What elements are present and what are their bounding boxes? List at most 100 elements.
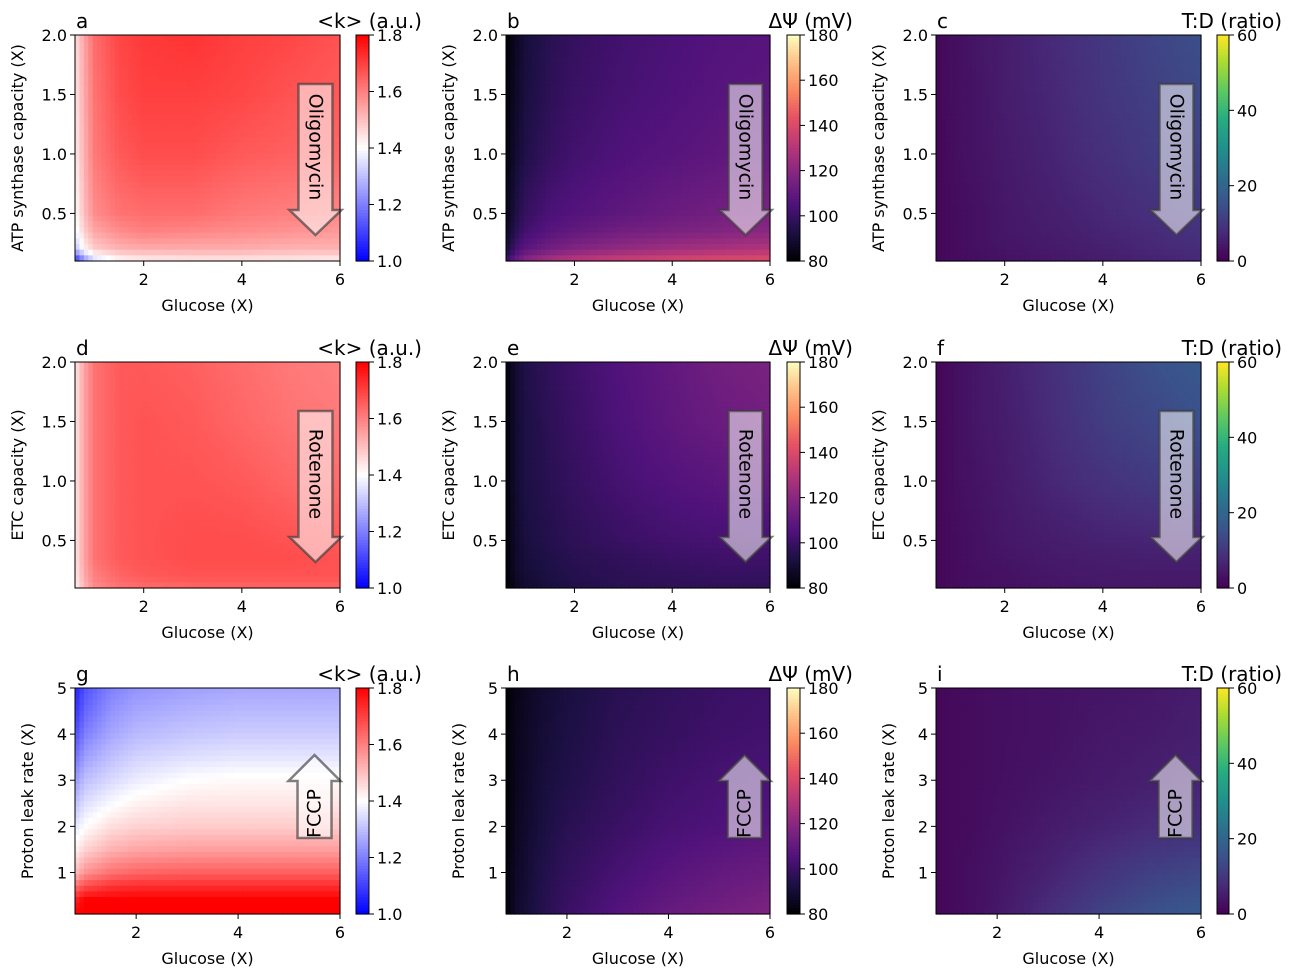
heatmap-cell: [589, 91, 595, 98]
heatmap-cell: [300, 74, 306, 81]
heatmap-cell: [291, 153, 297, 160]
heatmap-cell: [563, 181, 569, 189]
heatmap-cell: [282, 102, 288, 110]
heatmap-cell: [572, 85, 577, 93]
heatmap-cell: [220, 40, 226, 47]
heatmap-cell: [97, 249, 103, 256]
heatmap-cell: [242, 57, 248, 64]
heatmap-cell: [695, 119, 701, 126]
heatmap-cell: [75, 193, 81, 200]
heatmap-cell: [282, 244, 288, 251]
heatmap-cell: [620, 46, 626, 53]
heatmap-cell: [114, 221, 120, 228]
heatmap-cell: [163, 244, 169, 251]
heatmap-cell: [238, 136, 244, 143]
heatmap-cell: [510, 35, 516, 42]
heatmap-cell: [97, 63, 103, 70]
heatmap-cell: [646, 97, 652, 104]
heatmap-cell: [607, 114, 613, 121]
heatmap-cell: [616, 57, 621, 64]
heatmap-cell: [567, 153, 573, 160]
heatmap-cell: [620, 221, 626, 228]
heatmap-cell: [708, 238, 714, 245]
heatmap-cell: [282, 232, 288, 239]
heatmap-cell: [269, 187, 275, 194]
heatmap-cell: [721, 193, 727, 200]
heatmap-cell: [88, 221, 94, 228]
heatmap-cell: [105, 74, 111, 81]
heatmap-cell: [646, 221, 652, 228]
heatmap-cell: [620, 210, 626, 217]
heatmap-cell: [132, 204, 138, 211]
heatmap-cell: [97, 221, 103, 228]
heatmap-cell: [690, 215, 696, 223]
heatmap-cell: [660, 215, 665, 223]
heatmap-cell: [572, 232, 577, 239]
heatmap-cell: [523, 232, 529, 239]
heatmap-cell: [256, 57, 262, 64]
heatmap-cell: [247, 249, 253, 256]
heatmap-cell: [523, 244, 529, 251]
heatmap-cell: [234, 68, 240, 76]
heatmap-cell: [128, 170, 134, 177]
heatmap-cell: [523, 204, 529, 211]
heatmap-cell: [234, 153, 240, 160]
heatmap-cell: [211, 204, 217, 211]
heatmap-cell: [75, 187, 81, 194]
heatmap-cell: [708, 114, 714, 121]
heatmap-cell: [589, 153, 595, 160]
heatmap-cell: [528, 108, 533, 115]
heatmap-cell: [234, 35, 240, 42]
heatmap-cell: [163, 114, 169, 121]
heatmap-cell: [567, 68, 573, 76]
heatmap-cell: [664, 85, 670, 93]
heatmap-cell: [167, 187, 173, 194]
heatmap-cell: [114, 35, 120, 42]
heatmap-cell: [105, 97, 111, 104]
heatmap-cell: [79, 74, 85, 81]
heatmap-cell: [510, 215, 516, 223]
heatmap-cell: [256, 97, 262, 104]
heatmap-cell: [563, 198, 569, 206]
heatmap-cell: [114, 51, 120, 59]
heatmap-cell: [752, 244, 758, 251]
heatmap-cell: [602, 131, 608, 138]
heatmap-cell: [242, 46, 248, 53]
heatmap-cell: [75, 176, 81, 183]
heatmap-cell: [172, 232, 178, 239]
heatmap-cell: [585, 176, 591, 183]
heatmap-cell: [114, 85, 120, 93]
heatmap-cell: [282, 68, 288, 76]
heatmap-cell: [655, 85, 661, 93]
heatmap-cell: [682, 215, 687, 223]
heatmap-cell: [506, 97, 511, 104]
heatmap-cell: [686, 193, 692, 200]
heatmap-cell: [264, 80, 270, 87]
heatmap-cell: [695, 176, 701, 183]
heatmap-cell: [101, 51, 107, 59]
heatmap-cell: [185, 35, 191, 42]
heatmap-cell: [141, 131, 147, 138]
heatmap-cell: [282, 187, 288, 194]
colorbar: 1.01.21.41.61.8: [355, 26, 402, 271]
heatmap-cell: [225, 57, 231, 64]
heatmap-cell: [668, 102, 674, 110]
heatmap-cell: [695, 114, 701, 121]
heatmap-cell: [158, 148, 164, 155]
heatmap-cell: [203, 170, 209, 177]
heatmap-cell: [695, 159, 701, 166]
heatmap-cell: [642, 187, 648, 194]
heatmap-cell: [79, 244, 85, 251]
heatmap-cell: [607, 159, 613, 166]
heatmap-cell: [532, 91, 538, 98]
heatmap-cell: [624, 210, 630, 217]
heatmap-cell: [704, 68, 709, 76]
heatmap-cell: [677, 97, 683, 104]
heatmap-cell: [558, 97, 564, 104]
heatmap-cell: [167, 35, 173, 42]
heatmap-cell: [101, 238, 107, 245]
heatmap-cell: [514, 63, 520, 70]
heatmap-cell: [598, 198, 604, 206]
heatmap-cell: [682, 142, 687, 149]
heatmap-cell: [136, 215, 142, 223]
